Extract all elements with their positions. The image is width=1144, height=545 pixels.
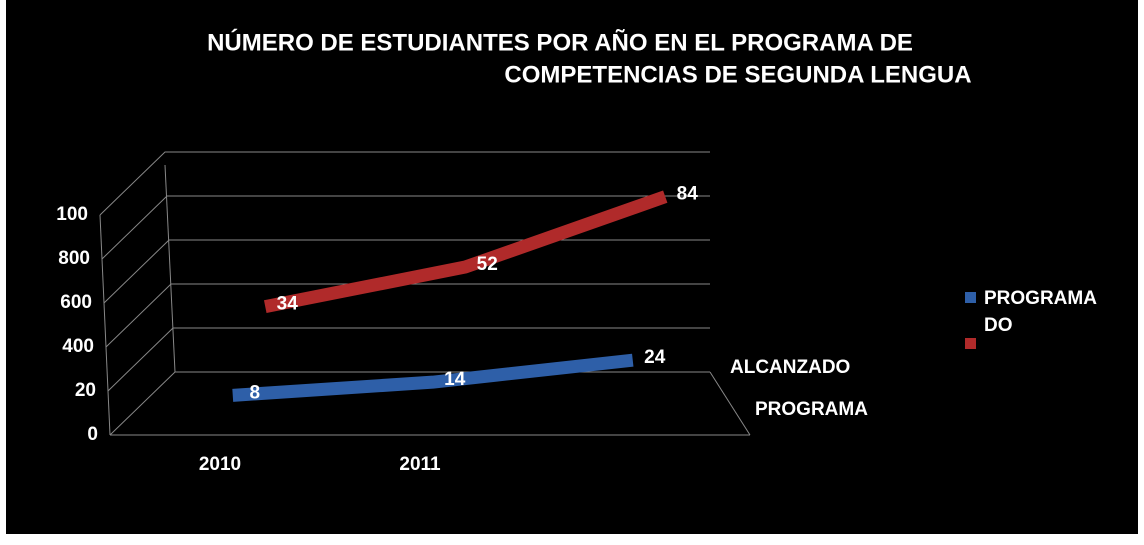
data-label: 24 — [644, 347, 666, 368]
data-label: 52 — [477, 254, 498, 275]
x-tick-label: 2011 — [399, 454, 441, 475]
y-tick-label: 600 — [60, 292, 92, 313]
chart-title: NÚMERO DE ESTUDIANTES POR AÑO EN EL PROG… — [207, 28, 913, 56]
legend-label: DO — [984, 315, 1013, 336]
y-tick-label: 20 — [75, 380, 96, 401]
x-tick-label: 2010 — [199, 454, 241, 475]
series-line — [232, 353, 634, 402]
axis-line — [99, 214, 111, 436]
data-label: 84 — [677, 184, 699, 205]
grid-line — [99, 151, 710, 216]
y-tick-label: 100 — [56, 204, 88, 225]
legend-swatch — [965, 338, 976, 349]
y-tick-label: 0 — [87, 424, 98, 445]
axis-line — [164, 164, 176, 373]
grid-line — [107, 327, 710, 392]
depth-label: PROGRAMA — [755, 399, 868, 420]
chart-title: COMPETENCIAS DE SEGUNDA LENGUA — [504, 61, 971, 88]
series-line — [263, 190, 668, 314]
data-label: 14 — [444, 369, 466, 390]
floor-edge — [709, 371, 751, 436]
depth-label: ALCANZADO — [730, 357, 850, 378]
grid-line — [101, 195, 710, 260]
grid-line — [105, 283, 710, 348]
legend-label: PROGRAMA — [984, 288, 1097, 309]
y-tick-label: 400 — [62, 336, 94, 357]
data-label: 34 — [277, 294, 299, 315]
background — [6, 0, 1138, 534]
legend-swatch — [965, 292, 976, 303]
data-label: 8 — [249, 382, 260, 403]
y-tick-label: 800 — [58, 248, 90, 269]
